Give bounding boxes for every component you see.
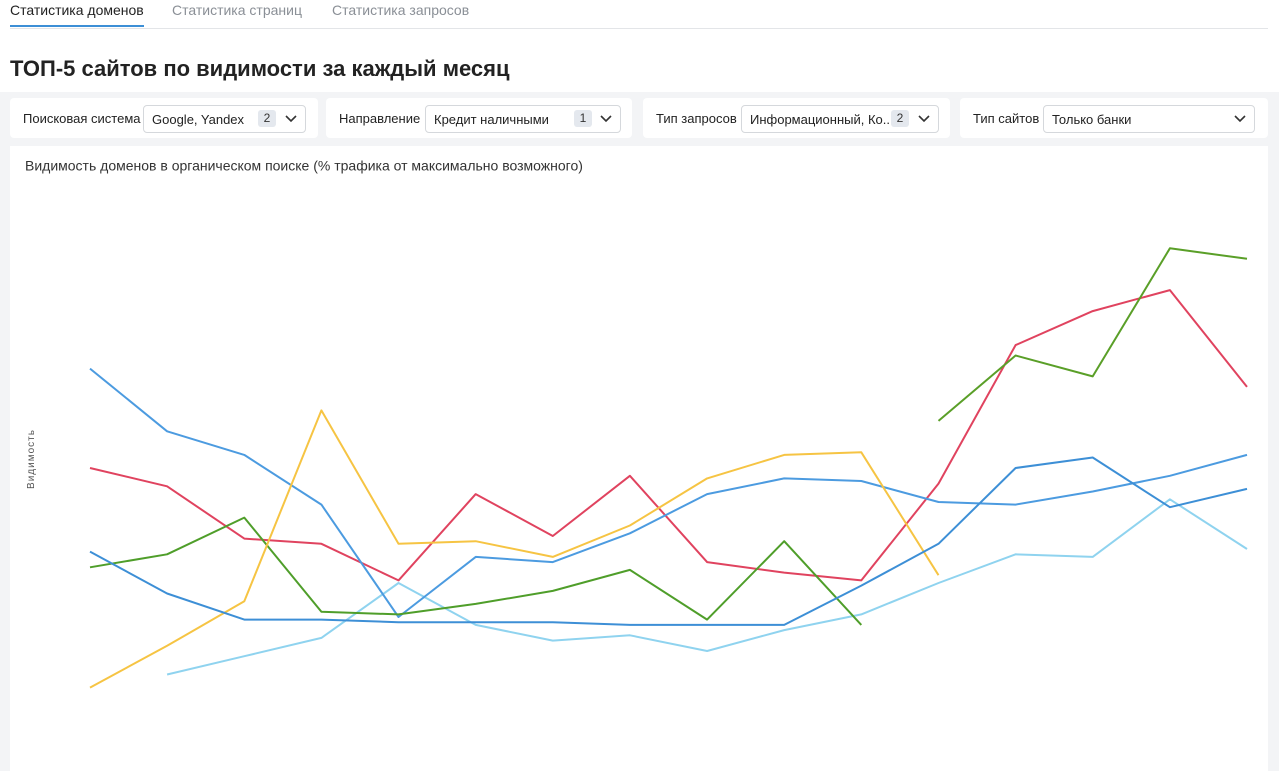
tab[interactable]: Статистика страниц — [172, 2, 302, 18]
select-count: 2 — [258, 110, 276, 127]
tabs: Статистика доменов Статистика страниц Ст… — [10, 0, 1268, 29]
select[interactable]: Google, Yandex 2 — [143, 105, 306, 133]
filter-label: Поисковая система — [23, 111, 141, 126]
series-line — [89, 516, 863, 626]
select-value: Кредит наличными — [434, 112, 549, 127]
filter: Поисковая система Google, Yandex 2 — [10, 98, 318, 138]
chevron — [285, 115, 297, 123]
tab[interactable]: Статистика запросов — [332, 2, 470, 18]
chevron — [1234, 115, 1246, 123]
y-axis-label: Видимость — [26, 429, 37, 489]
filter-label: Направление — [339, 111, 421, 126]
filter-label: Тип запросов — [656, 111, 737, 126]
series-line — [89, 409, 940, 689]
chart: Видимость доменов в органическом поиске … — [25, 158, 1248, 689]
page-title: ТОП-5 сайтов по видимости за каждый меся… — [10, 56, 510, 81]
select[interactable]: Информационный, Ко... 2 — [741, 105, 939, 133]
filter: Тип запросов Информационный, Ко... 2 — [643, 98, 950, 138]
chevron — [600, 115, 612, 123]
lines-layer — [89, 247, 1248, 689]
series-line — [166, 498, 1248, 676]
series-line — [89, 367, 1248, 618]
select-value: Информационный, Ко... — [750, 112, 894, 127]
series-line — [937, 247, 1248, 422]
select-count: 1 — [574, 110, 592, 127]
series-line — [89, 289, 1248, 582]
select[interactable]: Кредит наличными 1 — [425, 105, 621, 133]
tab[interactable]: Статистика доменов — [10, 2, 144, 27]
filter: Направление Кредит наличными 1 — [326, 98, 632, 138]
select[interactable]: Только банки — [1043, 105, 1255, 133]
select-count: 2 — [891, 110, 909, 127]
chart-title: Видимость доменов в органическом поиске … — [25, 158, 583, 174]
chevron — [918, 115, 930, 123]
header: Статистика доменов Статистика страниц Ст… — [0, 0, 1279, 92]
chart-card — [10, 146, 1268, 771]
series-line — [89, 456, 1248, 626]
filter-label: Тип сайтов — [973, 111, 1040, 126]
select-value: Google, Yandex — [152, 112, 245, 127]
filter: Тип сайтов Только банки — [960, 98, 1268, 138]
select-value: Только банки — [1052, 112, 1132, 127]
